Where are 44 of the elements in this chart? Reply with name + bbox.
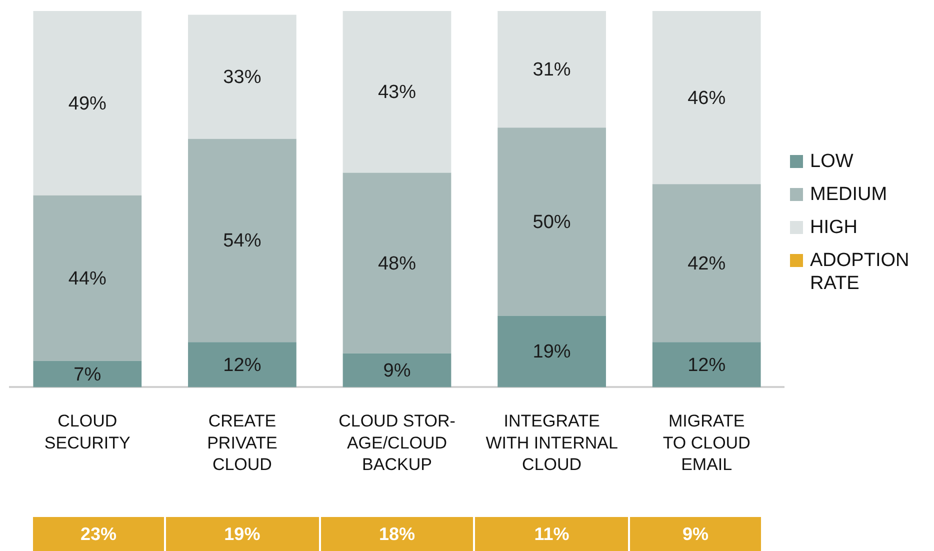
data-label: 12% bbox=[688, 354, 726, 376]
data-label: 49% bbox=[68, 93, 107, 114]
x-tick-label: CLOUD STOR- AGE/CLOUD BACKUP bbox=[338, 412, 456, 474]
data-label: 9% bbox=[630, 517, 761, 551]
bar bbox=[188, 14, 296, 139]
data-label: 48% bbox=[378, 253, 416, 274]
data-label: 33% bbox=[223, 67, 262, 88]
x-tick-label: CLOUD SECURITY bbox=[44, 412, 130, 452]
data-label: 43% bbox=[378, 82, 416, 104]
data-label: 42% bbox=[688, 253, 726, 274]
data-label: 19% bbox=[166, 517, 319, 551]
bar bbox=[342, 11, 452, 173]
bar bbox=[652, 184, 761, 342]
bar bbox=[33, 360, 142, 388]
legend-label: HIGH bbox=[810, 216, 858, 239]
data-label: 12% bbox=[223, 354, 262, 376]
bar bbox=[33, 195, 142, 361]
bar bbox=[33, 11, 142, 196]
data-label: 19% bbox=[532, 342, 571, 363]
data-label: 11% bbox=[475, 517, 628, 551]
bar bbox=[498, 128, 606, 316]
data-label: 54% bbox=[223, 230, 262, 252]
bar bbox=[498, 11, 606, 128]
x-tick-label: INTEGRATE WITH INTERNAL CLOUD bbox=[486, 412, 618, 474]
bar bbox=[652, 342, 761, 388]
legend-label: ADOPTION RATE bbox=[810, 249, 910, 295]
data-label: 31% bbox=[532, 60, 571, 81]
legend-label: MEDIUM bbox=[810, 183, 888, 206]
data-label: 23% bbox=[33, 517, 164, 551]
x-tick-label: CREATE PRIVATE CLOUD bbox=[207, 412, 278, 474]
data-label: 9% bbox=[383, 360, 411, 382]
data-label: 46% bbox=[688, 88, 726, 109]
data-label: 50% bbox=[532, 212, 571, 233]
bar bbox=[188, 342, 296, 388]
bar bbox=[498, 316, 606, 388]
bar bbox=[342, 172, 452, 354]
data-label: 44% bbox=[68, 268, 107, 290]
bar bbox=[188, 138, 296, 342]
x-tick-label: MIGRATE TO CLOUD EMAIL bbox=[662, 412, 750, 474]
data-label: 7% bbox=[74, 364, 102, 386]
bar bbox=[652, 11, 761, 184]
data-label: 18% bbox=[320, 517, 474, 551]
legend-label: LOW bbox=[810, 150, 854, 173]
bar bbox=[342, 353, 452, 388]
